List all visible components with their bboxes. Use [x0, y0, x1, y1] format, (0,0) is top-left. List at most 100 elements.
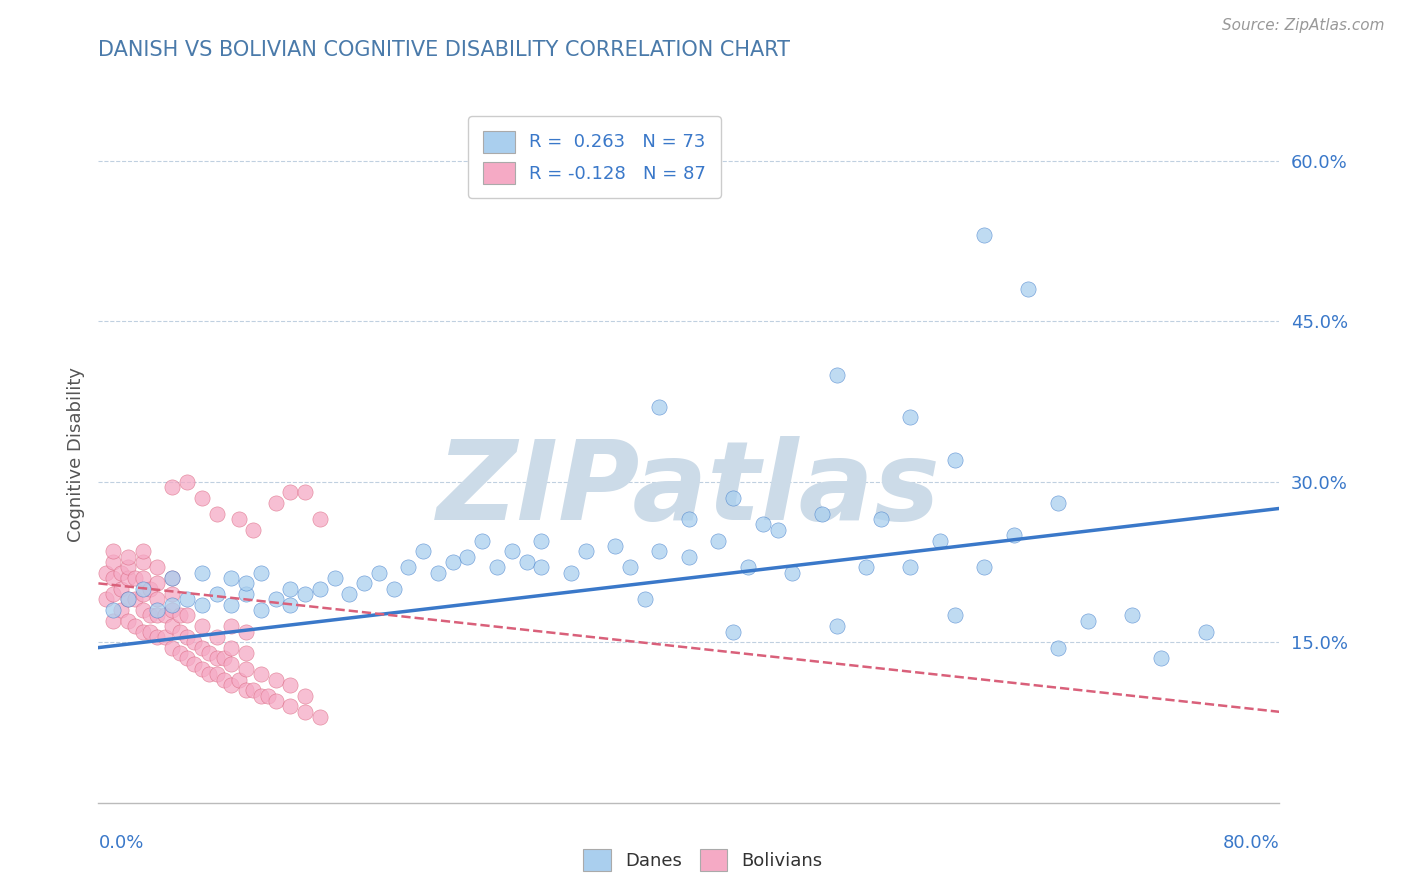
Point [235, 646, 257, 660]
Point [176, 475, 198, 489]
Point [825, 368, 848, 382]
Point [574, 544, 596, 558]
Text: 80.0%: 80.0% [1223, 834, 1279, 852]
Point [309, 710, 332, 724]
Point [219, 598, 242, 612]
Point [1121, 608, 1143, 623]
Point [250, 566, 273, 580]
Point [219, 678, 242, 692]
Point [132, 587, 155, 601]
Point [103, 603, 125, 617]
Point [205, 587, 228, 601]
Point [103, 587, 125, 601]
Point [139, 624, 162, 639]
Point [1195, 624, 1218, 639]
Point [235, 576, 257, 591]
Point [146, 630, 169, 644]
Point [110, 566, 132, 580]
Point [900, 410, 922, 425]
Point [648, 544, 671, 558]
Point [176, 630, 198, 644]
Point [132, 555, 155, 569]
Point [1017, 282, 1039, 296]
Point [1077, 614, 1099, 628]
Point [235, 624, 257, 639]
Point [103, 571, 125, 585]
Point [501, 544, 523, 558]
Point [973, 560, 995, 574]
Point [309, 512, 332, 526]
Point [242, 523, 264, 537]
Point [117, 549, 139, 564]
Point [176, 592, 198, 607]
Point [191, 640, 214, 655]
Point [869, 512, 891, 526]
Point [1046, 496, 1069, 510]
Point [278, 678, 302, 692]
Point [943, 608, 966, 623]
Point [250, 667, 273, 681]
Point [103, 555, 125, 569]
Point [855, 560, 877, 574]
Point [737, 560, 759, 574]
Point [294, 705, 316, 719]
Point [235, 683, 257, 698]
Point [124, 592, 146, 607]
Point [264, 694, 287, 708]
Point [257, 689, 280, 703]
Legend: Danes, Bolivians: Danes, Bolivians [576, 842, 830, 879]
Legend: R =  0.263   N = 73, R = -0.128   N = 87: R = 0.263 N = 73, R = -0.128 N = 87 [468, 116, 721, 198]
Point [782, 566, 804, 580]
Point [228, 512, 250, 526]
Point [139, 582, 162, 596]
Point [139, 608, 162, 623]
Point [678, 512, 700, 526]
Point [162, 603, 183, 617]
Point [162, 587, 183, 601]
Point [530, 560, 553, 574]
Point [228, 673, 250, 687]
Point [162, 598, 183, 612]
Point [183, 657, 205, 671]
Text: ZIPatlas: ZIPatlas [437, 436, 941, 543]
Point [530, 533, 553, 548]
Point [278, 699, 302, 714]
Point [456, 549, 478, 564]
Point [235, 662, 257, 676]
Point [162, 571, 183, 585]
Point [766, 523, 789, 537]
Point [264, 496, 287, 510]
Point [162, 619, 183, 633]
Point [337, 587, 360, 601]
Point [212, 651, 235, 665]
Point [132, 624, 155, 639]
Point [219, 619, 242, 633]
Point [162, 571, 183, 585]
Point [103, 614, 125, 628]
Point [169, 624, 191, 639]
Point [162, 640, 183, 655]
Point [278, 582, 302, 596]
Point [117, 560, 139, 574]
Point [124, 571, 146, 585]
Point [110, 603, 132, 617]
Point [1046, 640, 1069, 655]
Point [176, 608, 198, 623]
Point [928, 533, 950, 548]
Point [678, 549, 700, 564]
Point [441, 555, 464, 569]
Point [153, 630, 176, 644]
Text: 0.0%: 0.0% [98, 834, 143, 852]
Point [396, 560, 419, 574]
Point [412, 544, 434, 558]
Point [973, 228, 995, 243]
Point [117, 614, 139, 628]
Point [900, 560, 922, 574]
Point [515, 555, 537, 569]
Point [132, 603, 155, 617]
Point [619, 560, 641, 574]
Point [103, 544, 125, 558]
Text: Source: ZipAtlas.com: Source: ZipAtlas.com [1222, 18, 1385, 33]
Point [1002, 528, 1025, 542]
Point [278, 598, 302, 612]
